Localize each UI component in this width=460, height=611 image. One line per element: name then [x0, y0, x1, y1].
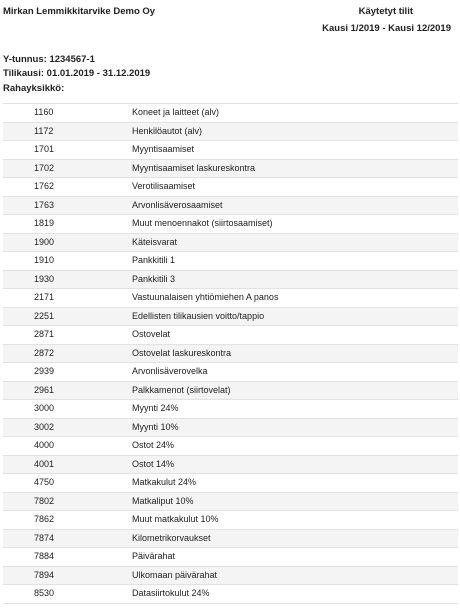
account-name: Ostovelat [132, 329, 171, 339]
account-number: 1701 [34, 144, 55, 154]
account-name: Pankkitili 3 [132, 273, 176, 284]
account-number: 2939 [34, 366, 55, 376]
report-title: Käytetyt tilit [358, 6, 413, 17]
account-number: 2171 [34, 292, 55, 302]
account-number: 4750 [34, 477, 55, 487]
account-number: 1160 [34, 107, 54, 117]
account-name: Henkilöautot (alv) [132, 125, 203, 136]
business-id-value: 1234567-1 [49, 54, 95, 65]
account-row: 2939 Arvonlisäverovelka [3, 363, 458, 382]
account-row: 1702 Myyntisaamiset laskureskontra [3, 159, 458, 178]
account-name: Verotilisaamiset [132, 181, 196, 191]
account-name: Arvonlisäverosaamiset [132, 199, 223, 210]
account-name: Myynti 24% [132, 403, 179, 413]
account-row: 7802 Matkaliput 10% [3, 492, 458, 511]
account-row: 4000 Ostot 24% [3, 437, 458, 456]
account-number: 7874 [34, 532, 55, 543]
account-row: 1930 Pankkitili 3 [3, 270, 458, 289]
account-row: 1762 Verotilisaamiset [3, 178, 458, 197]
fiscal-year-value: 01.01.2019 - 31.12.2019 [46, 68, 151, 79]
account-number: 2251 [34, 310, 55, 321]
account-name: Matkaliput 10% [132, 495, 194, 506]
account-number: 1819 [34, 218, 55, 228]
account-number: 2871 [34, 329, 55, 339]
account-name: Palkkamenot (siirtovelat) [132, 384, 231, 395]
account-name: Arvonlisäverovelka [132, 366, 208, 376]
account-name: Koneet ja laitteet (alv) [132, 107, 220, 117]
account-row: 1160 Koneet ja laitteet (alv) [3, 104, 458, 123]
account-name: Käteisvarat [132, 236, 178, 247]
account-name: Ulkomaan päivärahat [132, 569, 218, 580]
business-id-label: Y-tunnus: [3, 54, 47, 65]
account-row: 2871 Ostovelat [3, 326, 458, 345]
account-row: 2251 Edellisten tilikausien voitto/tappio [3, 307, 458, 326]
account-name: Muut matkakulut 10% [132, 514, 219, 524]
account-row: 3000 Myynti 24% [3, 400, 458, 419]
account-name: Ostovelat laskureskontra [132, 347, 232, 358]
fiscal-year-label: Tilikausi: [3, 68, 45, 79]
account-name: Ostot 14% [132, 458, 175, 469]
fiscal-year-line: Tilikausi: 01.01.2019 - 31.12.2019 [3, 68, 150, 79]
account-number: 1702 [34, 162, 55, 173]
account-row: 1819 Muut menoennakot (siirtosaamiset) [3, 215, 458, 234]
account-row: 4750 Matkakulut 24% [3, 474, 458, 493]
account-name: Ostot 24% [132, 440, 175, 450]
account-row: 2872 Ostovelat laskureskontra [3, 344, 458, 363]
account-number: 7894 [34, 569, 55, 580]
account-number: 1762 [34, 181, 55, 191]
account-number: 7802 [34, 495, 55, 506]
account-number: 8530 [34, 588, 55, 598]
account-number: 2872 [34, 347, 55, 358]
account-name: Muut menoennakot (siirtosaamiset) [132, 218, 273, 228]
account-row: 2171 Vastuunalaisen yhtiömiehen A panos [3, 289, 458, 308]
report-period: Kausi 1/2019 - Kausi 12/2019 [322, 23, 451, 34]
account-row: 7862 Muut matkakulut 10% [3, 511, 458, 530]
account-number: 2961 [34, 384, 55, 395]
account-name: Datasiirtokulut 24% [132, 588, 210, 598]
business-id-line: Y-tunnus: 1234567-1 [3, 54, 95, 65]
account-number: 4000 [34, 440, 55, 450]
account-name: Myyntisaamiset [132, 144, 195, 154]
account-name: Pankkitili 1 [132, 255, 176, 265]
account-name: Matkakulut 24% [132, 477, 197, 487]
company-name: Mirkan Lemmikkitarvike Demo Oy [3, 6, 156, 17]
accounts-list: 1160 Koneet ja laitteet (alv) 1172 Henkilöa… [3, 103, 458, 604]
account-row: 4001 Ostot 14% [3, 455, 458, 474]
account-row: 1763 Arvonlisäverosaamiset [3, 196, 458, 215]
account-row: 7874 Kilometrikorvaukset [3, 529, 458, 548]
account-row: 7894 Ulkomaan päivärahat [3, 566, 458, 585]
account-row: 8530 Datasiirtokulut 24% [3, 585, 458, 604]
account-number: 3002 [34, 421, 55, 432]
account-row: 1172 Henkilöautot (alv) [3, 122, 458, 141]
account-number: 1763 [34, 199, 55, 210]
currency-line: Rahayksikkö: [3, 83, 64, 94]
account-number: 7884 [34, 551, 55, 561]
account-number: 1900 [34, 236, 55, 247]
account-number: 4001 [34, 458, 55, 469]
account-number: 1930 [34, 273, 55, 284]
account-name: Päivärahat [132, 551, 176, 561]
account-number: 7862 [34, 514, 55, 524]
account-number: 1910 [34, 255, 55, 265]
currency-label: Rahayksikkö: [3, 83, 65, 94]
account-name: Myyntisaamiset laskureskontra [132, 162, 256, 173]
account-row: 1910 Pankkitili 1 [3, 252, 458, 271]
account-row: 7884 Päivärahat [3, 548, 458, 567]
account-name: Kilometrikorvaukset [132, 532, 211, 543]
account-row: 1900 Käteisvarat [3, 233, 458, 252]
account-row: 3002 Myynti 10% [3, 418, 458, 437]
account-row: 1701 Myyntisaamiset [3, 141, 458, 160]
report-header: Mirkan Lemmikkitarvike Demo Oy Käytetyt … [0, 0, 460, 100]
account-row: 2961 Palkkamenot (siirtovelat) [3, 381, 458, 400]
account-name: Vastuunalaisen yhtiömiehen A panos [132, 292, 279, 302]
account-number: 1172 [34, 125, 54, 136]
account-name: Myynti 10% [132, 421, 179, 432]
account-number: 3000 [34, 403, 55, 413]
account-name: Edellisten tilikausien voitto/tappio [132, 310, 265, 321]
